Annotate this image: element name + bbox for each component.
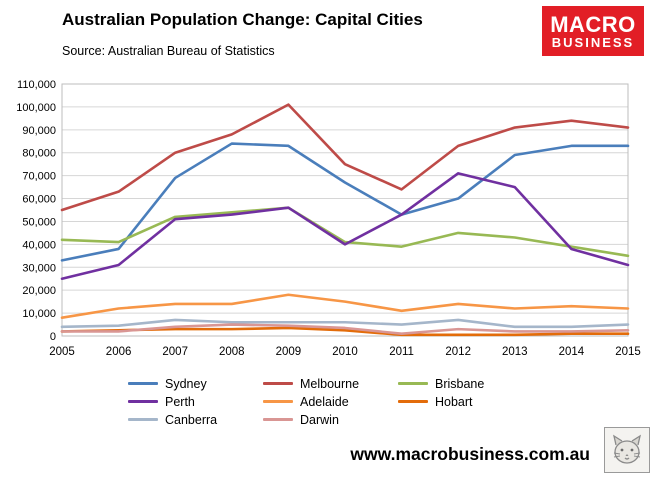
legend-swatch-melbourne — [263, 381, 293, 386]
series-line-sydney — [60, 142, 630, 262]
chart-legend: Sydney Melbourne Brisbane Perth Adelaide Hoba… — [128, 376, 533, 427]
logo-line2: BUSINESS — [551, 34, 635, 50]
legend-swatch-hobart — [398, 399, 428, 404]
y-tick-label: 90,000 — [22, 125, 56, 137]
y-tick-label: 100,000 — [16, 102, 56, 114]
chart-title: Australian Population Change: Capital Ci… — [62, 10, 423, 29]
x-tick-label: 2009 — [276, 346, 302, 358]
y-tick-label: 20,000 — [22, 285, 56, 297]
x-tick-label: 2014 — [559, 346, 585, 358]
y-tick-label: 40,000 — [22, 239, 56, 251]
y-tick-label: 30,000 — [22, 262, 56, 274]
legend-item-canberra: Canberra — [128, 412, 263, 427]
line-chart: 0 10,000 20,000 30,000 40,000 50,000 60,000 70,… — [16, 79, 641, 358]
series-line-brisbane — [60, 206, 630, 258]
y-tick-label: 50,000 — [22, 216, 56, 228]
logo-line1: MACRO — [550, 11, 636, 37]
legend-swatch-adelaide — [263, 399, 293, 404]
lynx-icon — [613, 434, 641, 464]
x-tick-label: 2015 — [615, 346, 641, 358]
legend-label-melbourne: Melbourne — [300, 376, 360, 391]
series-line-darwin — [60, 323, 630, 336]
plot-frame — [61, 83, 629, 337]
legend-label-sydney: Sydney — [165, 376, 207, 391]
x-tick-label: 2008 — [219, 346, 245, 358]
legend-item-brisbane: Brisbane — [398, 376, 533, 391]
legend-label-canberra: Canberra — [165, 412, 218, 427]
x-tick-label: 2012 — [445, 346, 471, 358]
y-tick-label: 80,000 — [22, 148, 56, 160]
legend-swatch-darwin — [263, 417, 293, 422]
legend-label-adelaide: Adelaide — [300, 394, 349, 409]
y-tick-label: 110,000 — [17, 79, 56, 91]
legend-swatch-sydney — [128, 381, 158, 386]
legend-label-hobart: Hobart — [435, 394, 473, 409]
series-line-canberra — [60, 318, 630, 329]
legend-label-brisbane: Brisbane — [435, 376, 485, 391]
x-tick-label: 2013 — [502, 346, 528, 358]
x-tick-label: 2011 — [389, 346, 414, 358]
legend-item-melbourne: Melbourne — [263, 376, 398, 391]
series-line-melbourne — [60, 103, 630, 212]
legend-swatch-brisbane — [398, 381, 428, 386]
x-tick-label: 2005 — [49, 346, 75, 358]
series-line-adelaide — [60, 293, 630, 319]
y-tick-label: 60,000 — [22, 194, 56, 206]
x-tick-label: 2007 — [162, 346, 188, 358]
y-tick-label: 0 — [50, 331, 56, 343]
website-url: www.macrobusiness.com.au — [350, 444, 590, 464]
legend-item-perth: Perth — [128, 394, 263, 409]
x-tick-label: 2010 — [332, 346, 358, 358]
chart-source: Source: Australian Bureau of Statistics — [62, 44, 275, 58]
legend-label-perth: Perth — [165, 394, 195, 409]
legend-label-darwin: Darwin — [300, 412, 339, 427]
x-tick-label: 2006 — [106, 346, 132, 358]
legend-swatch-canberra — [128, 417, 158, 422]
legend-item-hobart: Hobart — [398, 394, 533, 409]
legend-item-darwin: Darwin — [263, 412, 398, 427]
macrobusiness-logo: MACRO BUSINESS — [542, 6, 644, 56]
series-line-perth — [60, 172, 630, 281]
legend-item-sydney: Sydney — [128, 376, 263, 391]
legend-swatch-perth — [128, 399, 158, 404]
legend-item-adelaide: Adelaide — [263, 394, 398, 409]
lynx-logo — [604, 427, 650, 473]
y-tick-label: 70,000 — [22, 171, 56, 183]
y-tick-label: 10,000 — [22, 308, 56, 320]
